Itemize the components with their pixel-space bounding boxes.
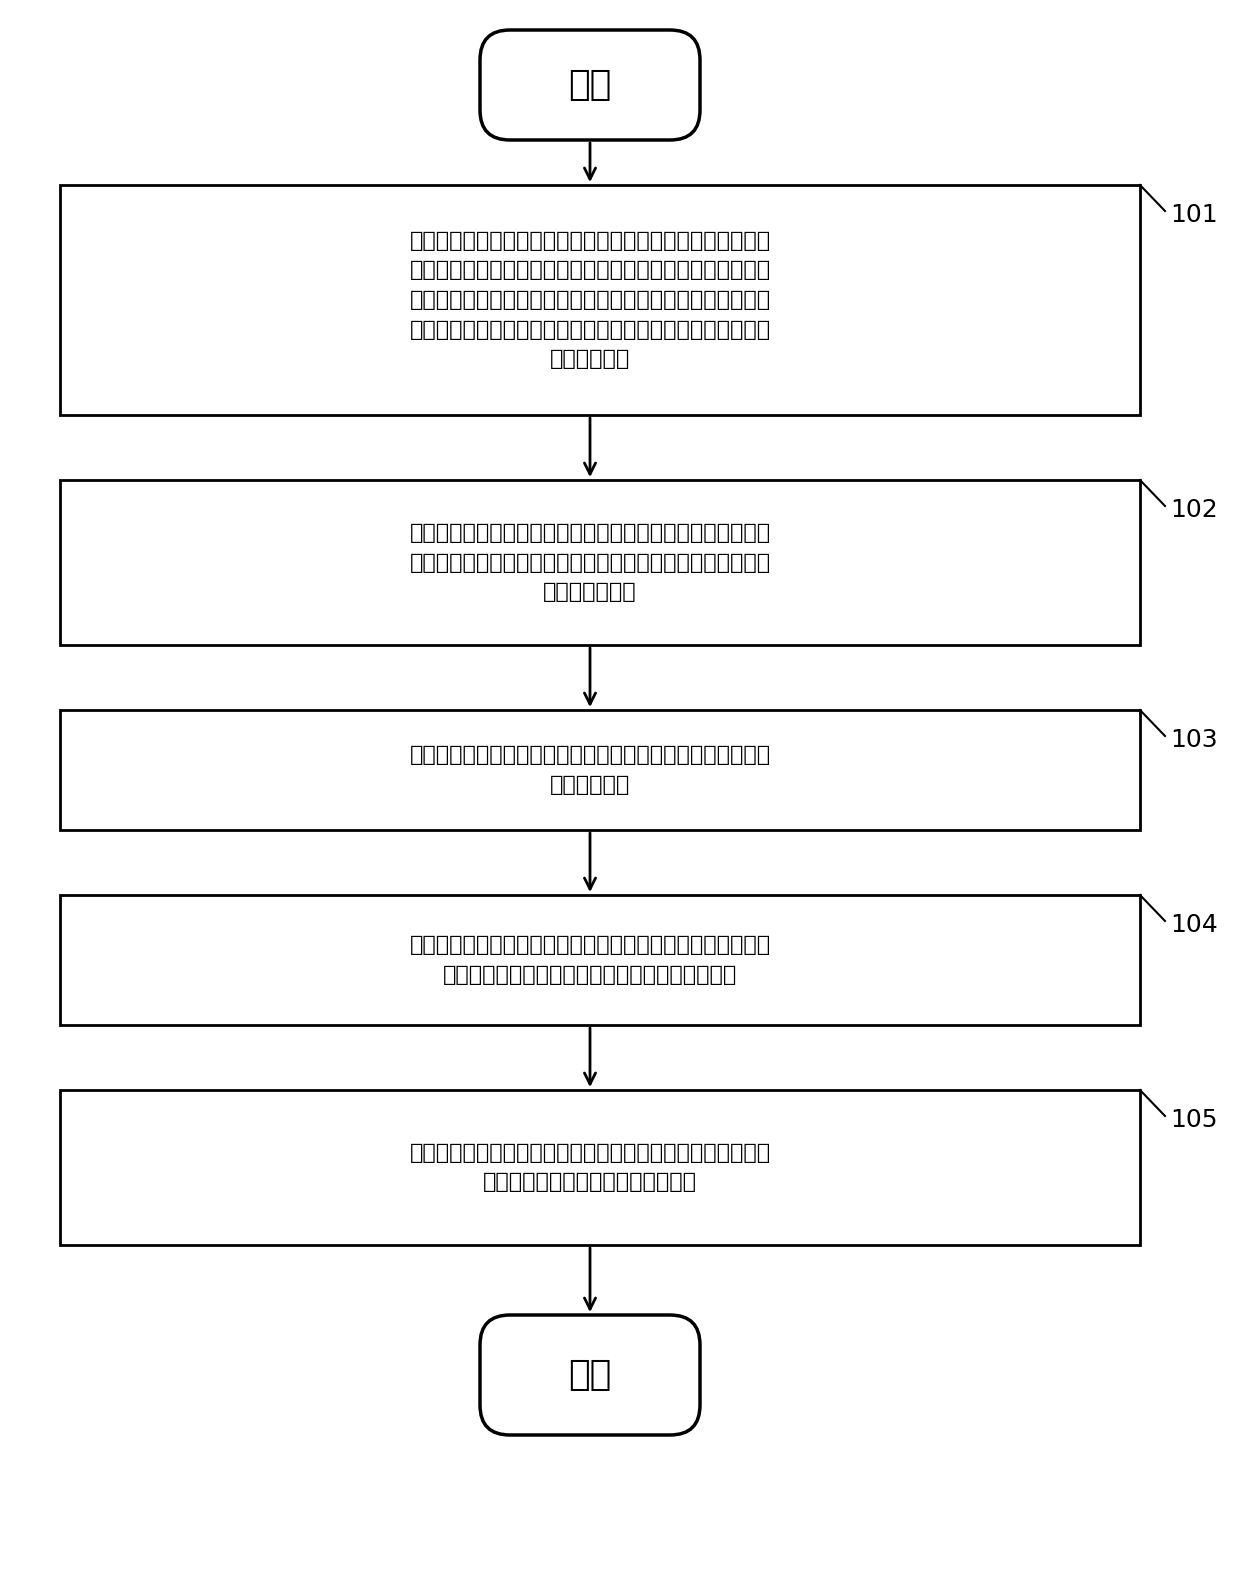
Text: 医疗设备基于每根子虚拟冠状动脉对应的特征参数确定在充血
状态下该子虚拟冠状动脉的进口压力与该子虚拟冠状动脉的出
口压力的压力差: 医疗设备基于每根子虚拟冠状动脉对应的特征参数确定在充血 状态下该子虚拟冠状动脉的… <box>409 523 770 602</box>
Text: 结束: 结束 <box>568 1357 611 1392</box>
Text: 105: 105 <box>1171 1108 1218 1133</box>
Text: 开始: 开始 <box>568 68 611 102</box>
FancyBboxPatch shape <box>60 185 1140 415</box>
Text: 医疗设备确定虚拟冠状动脉对应的虚拟主动脉在充血状态下的
充血平均压力: 医疗设备确定虚拟冠状动脉对应的虚拟主动脉在充血状态下的 充血平均压力 <box>409 745 770 795</box>
FancyBboxPatch shape <box>60 1090 1140 1244</box>
FancyBboxPatch shape <box>480 1315 701 1434</box>
FancyBboxPatch shape <box>480 30 701 140</box>
FancyBboxPatch shape <box>60 710 1140 829</box>
FancyBboxPatch shape <box>60 895 1140 1024</box>
FancyBboxPatch shape <box>60 481 1140 646</box>
Text: 103: 103 <box>1171 727 1218 753</box>
Text: 104: 104 <box>1171 913 1218 936</box>
Text: 102: 102 <box>1171 498 1218 522</box>
Text: 医疗设备基于每根子虚拟冠状动脉的压力差与虚拟主动脉的充
血平均压力计算该子虚拟冠状动脉的血流储备分数: 医疗设备基于每根子虚拟冠状动脉的压力差与虚拟主动脉的充 血平均压力计算该子虚拟冠… <box>409 935 770 985</box>
Text: 在构建与冠状动脉相匹配的冠脉三维结构后，医疗设备基于冠
脉三维结构确定虚拟冠状动脉中每根子虚拟冠状动脉对应的特
征参数，该冠脉三维结构是预先基于患者的冠状动脉影: 在构建与冠状动脉相匹配的冠脉三维结构后，医疗设备基于冠 脉三维结构确定虚拟冠状动… <box>409 231 770 369</box>
Text: 101: 101 <box>1171 203 1218 226</box>
Text: 医疗设备基于每根子虚拟冠状动脉的血流储备分数分析该子虚
拟冠状动脉的狭窄造成的功能性缺血: 医疗设备基于每根子虚拟冠状动脉的血流储备分数分析该子虚 拟冠状动脉的狭窄造成的功… <box>409 1142 770 1192</box>
